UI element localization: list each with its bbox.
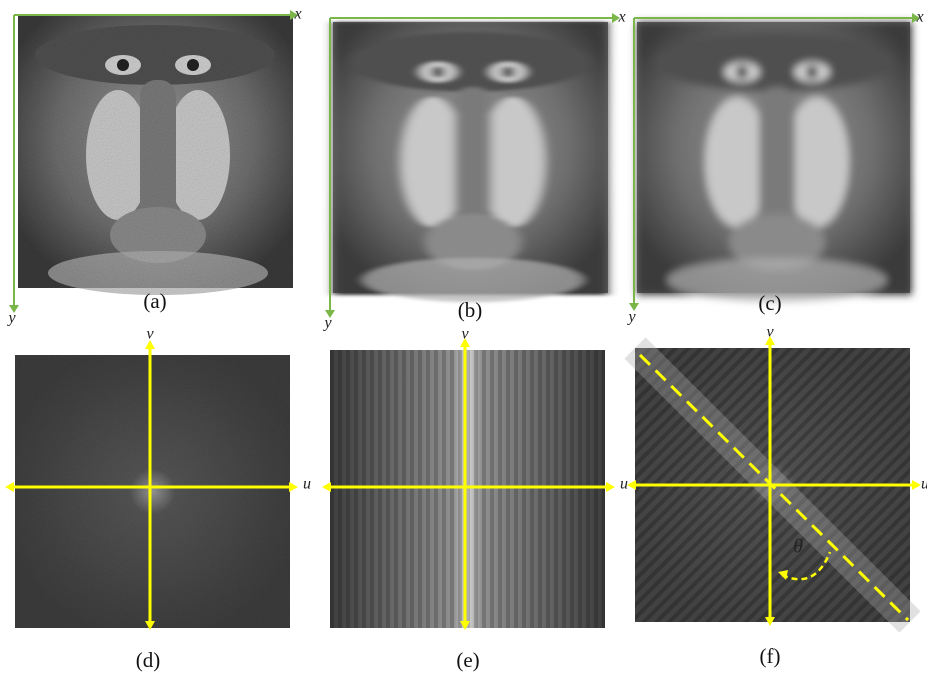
image-blur-horizontal [333, 22, 608, 302]
axis-label: x [617, 9, 625, 26]
panel-label: (c) [758, 291, 781, 315]
spectrum-horizontal [330, 350, 605, 628]
angle-label: θ [793, 536, 803, 558]
panel-label: (e) [456, 648, 479, 672]
image-original [18, 15, 293, 295]
panel-label: (b) [458, 298, 483, 322]
axis-label: y [322, 315, 332, 332]
axis-label: x [293, 6, 301, 23]
axis-label: y [6, 310, 16, 327]
axis-label: v [461, 326, 469, 343]
panel-label: (d) [136, 648, 161, 672]
panel-label: (f) [760, 644, 781, 668]
axis-label: v [146, 326, 154, 343]
axis-label: y [626, 309, 636, 326]
axis-label: u [921, 476, 927, 493]
spectrum-original [15, 355, 290, 628]
axis-label: u [620, 476, 628, 493]
axis-label: u [303, 476, 311, 493]
image-blur-diagonal [637, 22, 912, 302]
axis-label: v [766, 324, 774, 341]
axis-label: x [915, 9, 923, 26]
panel-label: (a) [143, 289, 166, 313]
figure: (a) x y (b) x y (c) x y (d) u v (e) u v (f) u v θ [0, 0, 927, 677]
